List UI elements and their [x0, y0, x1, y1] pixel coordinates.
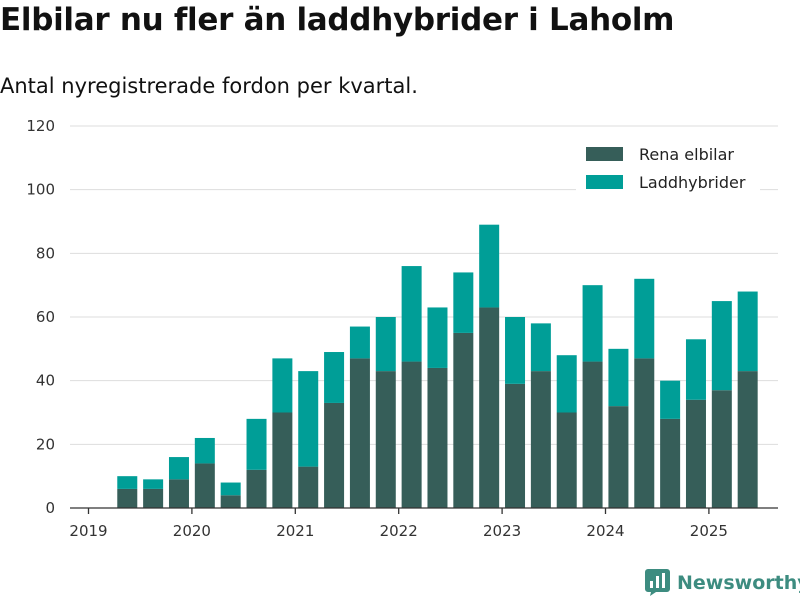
legend: Rena elbilar Laddhybrider: [576, 139, 760, 199]
bar-rena-elbilar: [479, 307, 500, 508]
x-tick-label: 2023: [483, 522, 521, 540]
x-tick-label: 2020: [173, 522, 211, 540]
bar-laddhybrider: [168, 457, 189, 480]
bar-laddhybrider: [272, 358, 293, 413]
legend-swatch-laddhybrider: [586, 175, 623, 189]
bar-rena-elbilar: [324, 402, 345, 508]
x-tick-label: 2024: [586, 522, 624, 540]
bar-rena-elbilar: [401, 361, 422, 508]
bar-laddhybrider: [556, 355, 577, 413]
bar-rena-elbilar: [608, 406, 629, 508]
bar-rena-elbilar: [375, 371, 396, 508]
bar-rena-elbilar: [530, 371, 551, 508]
bar-laddhybrider: [117, 476, 138, 489]
y-tick-label: 120: [26, 117, 55, 135]
bar-laddhybrider: [711, 301, 732, 391]
bar-chart-logo-icon: [645, 569, 670, 596]
bar-laddhybrider: [143, 479, 164, 489]
bar-laddhybrider: [608, 348, 629, 407]
y-axis-ticks: 0 20 40 60 80 100 120: [26, 117, 55, 517]
newsworthy-logo: Newsworthy: [645, 569, 800, 596]
bar-rena-elbilar: [556, 412, 577, 508]
bar-rena-elbilar: [711, 390, 732, 508]
bar-laddhybrider: [324, 352, 345, 403]
bar-rena-elbilar: [505, 383, 526, 508]
bar-laddhybrider: [246, 418, 267, 470]
bar-rena-elbilar: [194, 463, 215, 508]
brand-name: Newsworthy: [677, 571, 800, 594]
legend-swatch-rena-elbilar: [586, 147, 623, 161]
bar-rena-elbilar: [685, 399, 706, 508]
bar-laddhybrider: [349, 326, 370, 359]
bar-rena-elbilar: [298, 466, 319, 508]
chart-title: Elbilar nu fler än laddhybrider i Laholm: [0, 2, 675, 38]
y-tick-label: 100: [26, 181, 55, 199]
bar-rena-elbilar: [117, 488, 138, 508]
y-tick-label: 0: [45, 499, 55, 517]
bar-rena-elbilar: [349, 358, 370, 508]
bar-laddhybrider: [220, 482, 241, 496]
bar-rena-elbilar: [168, 479, 189, 508]
bar-rena-elbilar: [143, 488, 164, 508]
x-tick-label: 2025: [690, 522, 728, 540]
bars: [117, 224, 758, 508]
bar-rena-elbilar: [660, 418, 681, 508]
bar-rena-elbilar: [246, 469, 267, 508]
bar-laddhybrider: [194, 437, 215, 464]
bar-laddhybrider: [685, 339, 706, 400]
bar-rena-elbilar: [272, 412, 293, 508]
x-tick-label: 2022: [380, 522, 418, 540]
chart-subtitle: Antal nyregistrerade fordon per kvartal.: [0, 74, 418, 98]
bar-rena-elbilar: [582, 361, 603, 508]
bar-laddhybrider: [582, 285, 603, 362]
gridlines: [70, 125, 778, 445]
y-tick-label: 40: [36, 372, 55, 390]
bar-rena-elbilar: [634, 358, 655, 508]
y-tick-label: 80: [36, 244, 55, 262]
bar-laddhybrider: [453, 272, 474, 333]
y-tick-label: 20: [36, 435, 55, 453]
bar-laddhybrider: [737, 291, 758, 372]
x-axis-ticks: 2019 2020 2021 2022 2023 2024 2025: [69, 508, 728, 540]
bar-laddhybrider: [298, 371, 319, 467]
bar-rena-elbilar: [427, 367, 448, 508]
bar-laddhybrider: [505, 317, 526, 384]
legend-label-laddhybrider: Laddhybrider: [639, 173, 746, 192]
bar-laddhybrider: [375, 317, 396, 372]
bar-rena-elbilar: [220, 495, 241, 508]
x-tick-label: 2021: [276, 522, 314, 540]
bar-laddhybrider: [634, 278, 655, 359]
bar-laddhybrider: [660, 380, 681, 419]
legend-label-rena-elbilar: Rena elbilar: [639, 145, 734, 164]
x-tick-label: 2019: [69, 522, 107, 540]
bar-rena-elbilar: [453, 332, 474, 508]
bar-laddhybrider: [401, 266, 422, 362]
bar-laddhybrider: [479, 224, 500, 308]
bar-rena-elbilar: [737, 371, 758, 508]
bar-laddhybrider: [427, 307, 448, 368]
bar-laddhybrider: [530, 323, 551, 372]
y-tick-label: 60: [36, 308, 55, 326]
